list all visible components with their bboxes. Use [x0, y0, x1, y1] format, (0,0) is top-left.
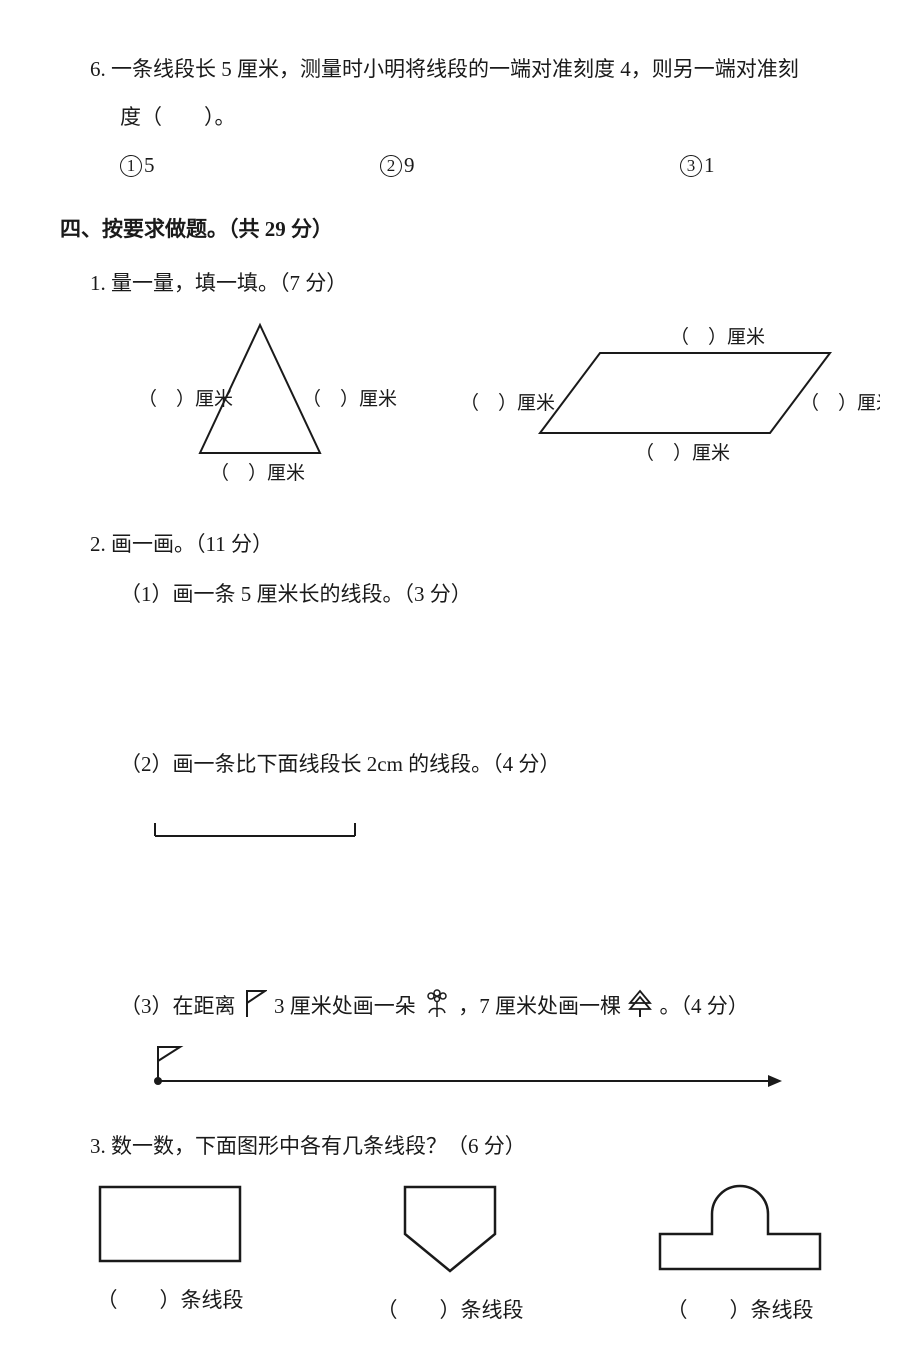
- q4-2-text: 2. 画一画。（11 分）: [90, 525, 860, 565]
- q4-1-text: 1. 量一量，填一填。（7 分）: [90, 264, 860, 304]
- shape-label: （ ）条线段: [377, 1291, 524, 1331]
- shape-label: （ ）条线段: [667, 1291, 814, 1331]
- parallelogram-figure: （ ）厘米 （ ）厘米 （ ）厘米 （ ）厘米: [460, 313, 880, 507]
- p3-mid2: ，7 厘米处画一棵: [458, 994, 621, 1018]
- worksheet-page: 6. 一条线段长 5 厘米，测量时小明将线段的一端对准刻度 4，则另一端对准刻 …: [0, 0, 920, 1370]
- reference-segment: [150, 815, 860, 855]
- para-right-label: （ ）厘米: [800, 392, 880, 414]
- triangle-svg: （ ）厘米 （ ）厘米 （ ）厘米: [120, 313, 400, 493]
- flag-icon: [243, 989, 267, 1019]
- circled-number-icon: 1: [120, 155, 142, 177]
- para-left-label: （ ）厘米: [460, 392, 555, 414]
- segment-svg: [150, 821, 360, 841]
- choice-text: 5: [144, 153, 155, 177]
- shape-label: （ ）条线段: [97, 1281, 244, 1321]
- ray-svg: [150, 1041, 790, 1091]
- q4-2-3: （3）在距离 3 厘米处画一朵 ，7 厘米处画一棵 。（4 分）: [120, 985, 860, 1027]
- choice-text: 9: [404, 153, 415, 177]
- circled-number-icon: 2: [380, 155, 402, 177]
- blank-drawing-area-2: [60, 895, 860, 985]
- q6-choices: 15 29 31: [120, 146, 860, 186]
- section4-title: 四、按要求做题。（共 29 分）: [60, 210, 860, 250]
- circled-number-icon: 3: [680, 155, 702, 177]
- choice-text: 1: [704, 153, 715, 177]
- q6-line1: 6. 一条线段长 5 厘米，测量时小明将线段的一端对准刻度 4，则另一端对准刻: [90, 50, 860, 90]
- tree-icon: [628, 989, 652, 1019]
- q4-3-shapes: （ ）条线段 （ ）条线段 （ ）条线段: [90, 1179, 830, 1331]
- q6-choice-3: 31: [680, 146, 860, 186]
- shape-arch: （ ）条线段: [650, 1179, 830, 1331]
- ray-figure: [150, 1041, 860, 1105]
- shape-rectangle: （ ）条线段: [90, 1179, 250, 1331]
- q6-line2: 度（ ）。: [120, 98, 860, 138]
- para-bottom-label: （ ）厘米: [635, 442, 730, 464]
- q4-2-1: （1）画一条 5 厘米长的线段。（3 分）: [120, 575, 860, 615]
- triangle-right-label: （ ）厘米: [302, 388, 397, 410]
- q6-choice-2: 29: [380, 146, 680, 186]
- flower-icon: [423, 985, 451, 1019]
- parallelogram-svg: （ ）厘米 （ ）厘米 （ ）厘米 （ ）厘米: [460, 313, 880, 473]
- rectangle-svg: [90, 1179, 250, 1269]
- q4-2-2: （2）画一条比下面线段长 2cm 的线段。（4 分）: [120, 745, 860, 785]
- q6-choice-1: 15: [120, 146, 380, 186]
- para-top-label: （ ）厘米: [670, 326, 765, 348]
- pentagon-svg: [390, 1179, 510, 1279]
- p3-end: 。（4 分）: [660, 994, 749, 1018]
- triangle-figure: （ ）厘米 （ ）厘米 （ ）厘米: [120, 313, 400, 507]
- q4-1-figures: （ ）厘米 （ ）厘米 （ ）厘米 （ ）厘米 （ ）厘米 （ ）厘米 （ ）厘…: [120, 313, 860, 507]
- shape-pentagon: （ ）条线段: [377, 1179, 524, 1331]
- p3-mid1: 3 厘米处画一朵: [274, 994, 416, 1018]
- triangle-bottom-label: （ ）厘米: [210, 462, 305, 484]
- p3-pre: （3）在距离: [120, 994, 236, 1018]
- q4-3-text: 3. 数一数，下面图形中各有几条线段？（6 分）: [90, 1127, 860, 1167]
- blank-drawing-area-1: [60, 625, 860, 745]
- triangle-left-label: （ ）厘米: [138, 388, 233, 410]
- arch-svg: [650, 1179, 830, 1279]
